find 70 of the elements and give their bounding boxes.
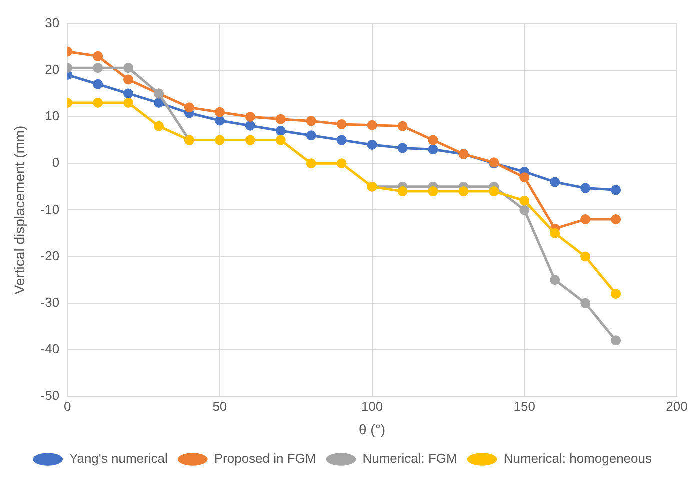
- y-tick-label: -30: [40, 294, 60, 310]
- point: [611, 185, 622, 196]
- x-tick-label: 50: [212, 398, 228, 414]
- point: [306, 130, 316, 141]
- legend-label: Proposed in FGM: [214, 451, 316, 466]
- x-tick-label: 150: [514, 398, 536, 414]
- point: [124, 98, 134, 108]
- point: [367, 120, 378, 130]
- x-tick-label: 0: [64, 398, 72, 414]
- x-tick-label: 100: [361, 398, 384, 414]
- x-axis-title: θ (°): [358, 421, 386, 438]
- point: [520, 205, 530, 216]
- y-axis-title: Vertical displacement (mm): [11, 126, 28, 295]
- point: [276, 135, 286, 146]
- point: [580, 183, 591, 194]
- y-tick-label: -40: [40, 342, 60, 357]
- point: [245, 112, 256, 122]
- point: [428, 144, 438, 155]
- point: [580, 252, 591, 262]
- point: [214, 107, 225, 118]
- point: [398, 121, 408, 132]
- point: [276, 126, 286, 136]
- point: [611, 214, 622, 225]
- point: [458, 186, 469, 197]
- y-tick-label: 10: [45, 108, 60, 124]
- x-tick-label: 200: [666, 398, 688, 414]
- point: [154, 121, 164, 132]
- point: [428, 135, 438, 146]
- point: [214, 135, 225, 146]
- point: [93, 79, 104, 90]
- y-tick-label: -50: [40, 388, 60, 404]
- point: [550, 275, 560, 286]
- point: [520, 172, 530, 183]
- point: [520, 196, 530, 206]
- point: [306, 116, 316, 126]
- point: [550, 177, 560, 188]
- point: [93, 51, 104, 62]
- point: [124, 74, 134, 85]
- point: [428, 186, 438, 197]
- point: [245, 120, 256, 131]
- point: [154, 98, 164, 108]
- point: [336, 135, 347, 146]
- point: [93, 63, 104, 74]
- point: [336, 158, 347, 169]
- point: [306, 158, 316, 169]
- point: [550, 228, 560, 238]
- point: [124, 88, 134, 99]
- y-tick-label: 30: [45, 15, 60, 30]
- point: [214, 116, 225, 126]
- point: [611, 336, 622, 346]
- y-tick-label: 0: [52, 155, 60, 170]
- point: [580, 214, 591, 225]
- legend-label: Numerical: FGM: [362, 451, 458, 466]
- point: [580, 298, 591, 308]
- point: [184, 102, 194, 113]
- y-tick-label: -10: [40, 202, 60, 217]
- point: [367, 140, 378, 150]
- point: [245, 135, 256, 146]
- point: [276, 114, 286, 124]
- point: [336, 119, 347, 130]
- y-tick-label: 20: [45, 62, 60, 77]
- legend-label: Numerical: homogeneous: [504, 451, 652, 466]
- point: [489, 186, 500, 197]
- point: [93, 98, 104, 108]
- y-tick-label: -20: [40, 248, 60, 264]
- legend-label: Yang's numerical: [70, 451, 168, 466]
- point: [124, 63, 134, 74]
- point: [398, 186, 408, 197]
- point: [398, 143, 408, 154]
- point: [611, 289, 622, 300]
